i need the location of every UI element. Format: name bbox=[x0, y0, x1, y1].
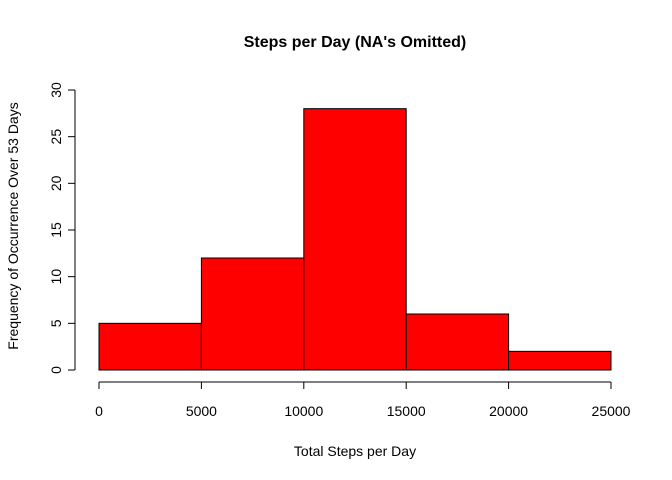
y-tick-label: 10 bbox=[48, 269, 64, 285]
histogram-bar-3 bbox=[405, 313, 510, 371]
y-tick-label: 20 bbox=[48, 175, 64, 191]
histogram-bar-4 bbox=[508, 350, 612, 371]
x-tick-label: 5000 bbox=[186, 403, 217, 419]
y-tick-label: 15 bbox=[48, 222, 64, 238]
histogram-bar-2 bbox=[303, 108, 407, 371]
x-axis-label: Total Steps per Day bbox=[294, 443, 416, 459]
y-tick-label: 5 bbox=[48, 319, 64, 327]
y-tick-label: 0 bbox=[48, 366, 64, 374]
x-tick-label: 20000 bbox=[489, 403, 528, 419]
histogram-bar-1 bbox=[200, 257, 305, 371]
x-tick-label: 10000 bbox=[284, 403, 323, 419]
bars-group bbox=[98, 108, 612, 371]
chart-title: Steps per Day (NA's Omitted) bbox=[244, 34, 467, 51]
y-axis-label: Frequency of Occurrence Over 53 Days bbox=[5, 102, 21, 349]
y-tick-label: 30 bbox=[48, 82, 64, 98]
y-tick-label: 25 bbox=[48, 129, 64, 145]
histogram-bar-0 bbox=[98, 322, 202, 371]
y-axis: 0 5 10 15 20 25 30 bbox=[48, 82, 76, 374]
x-tick-label: 15000 bbox=[387, 403, 426, 419]
x-axis: 0 5000 10000 15000 20000 25000 bbox=[95, 381, 631, 419]
x-tick-label: 25000 bbox=[592, 403, 631, 419]
x-tick-label: 0 bbox=[95, 403, 103, 419]
